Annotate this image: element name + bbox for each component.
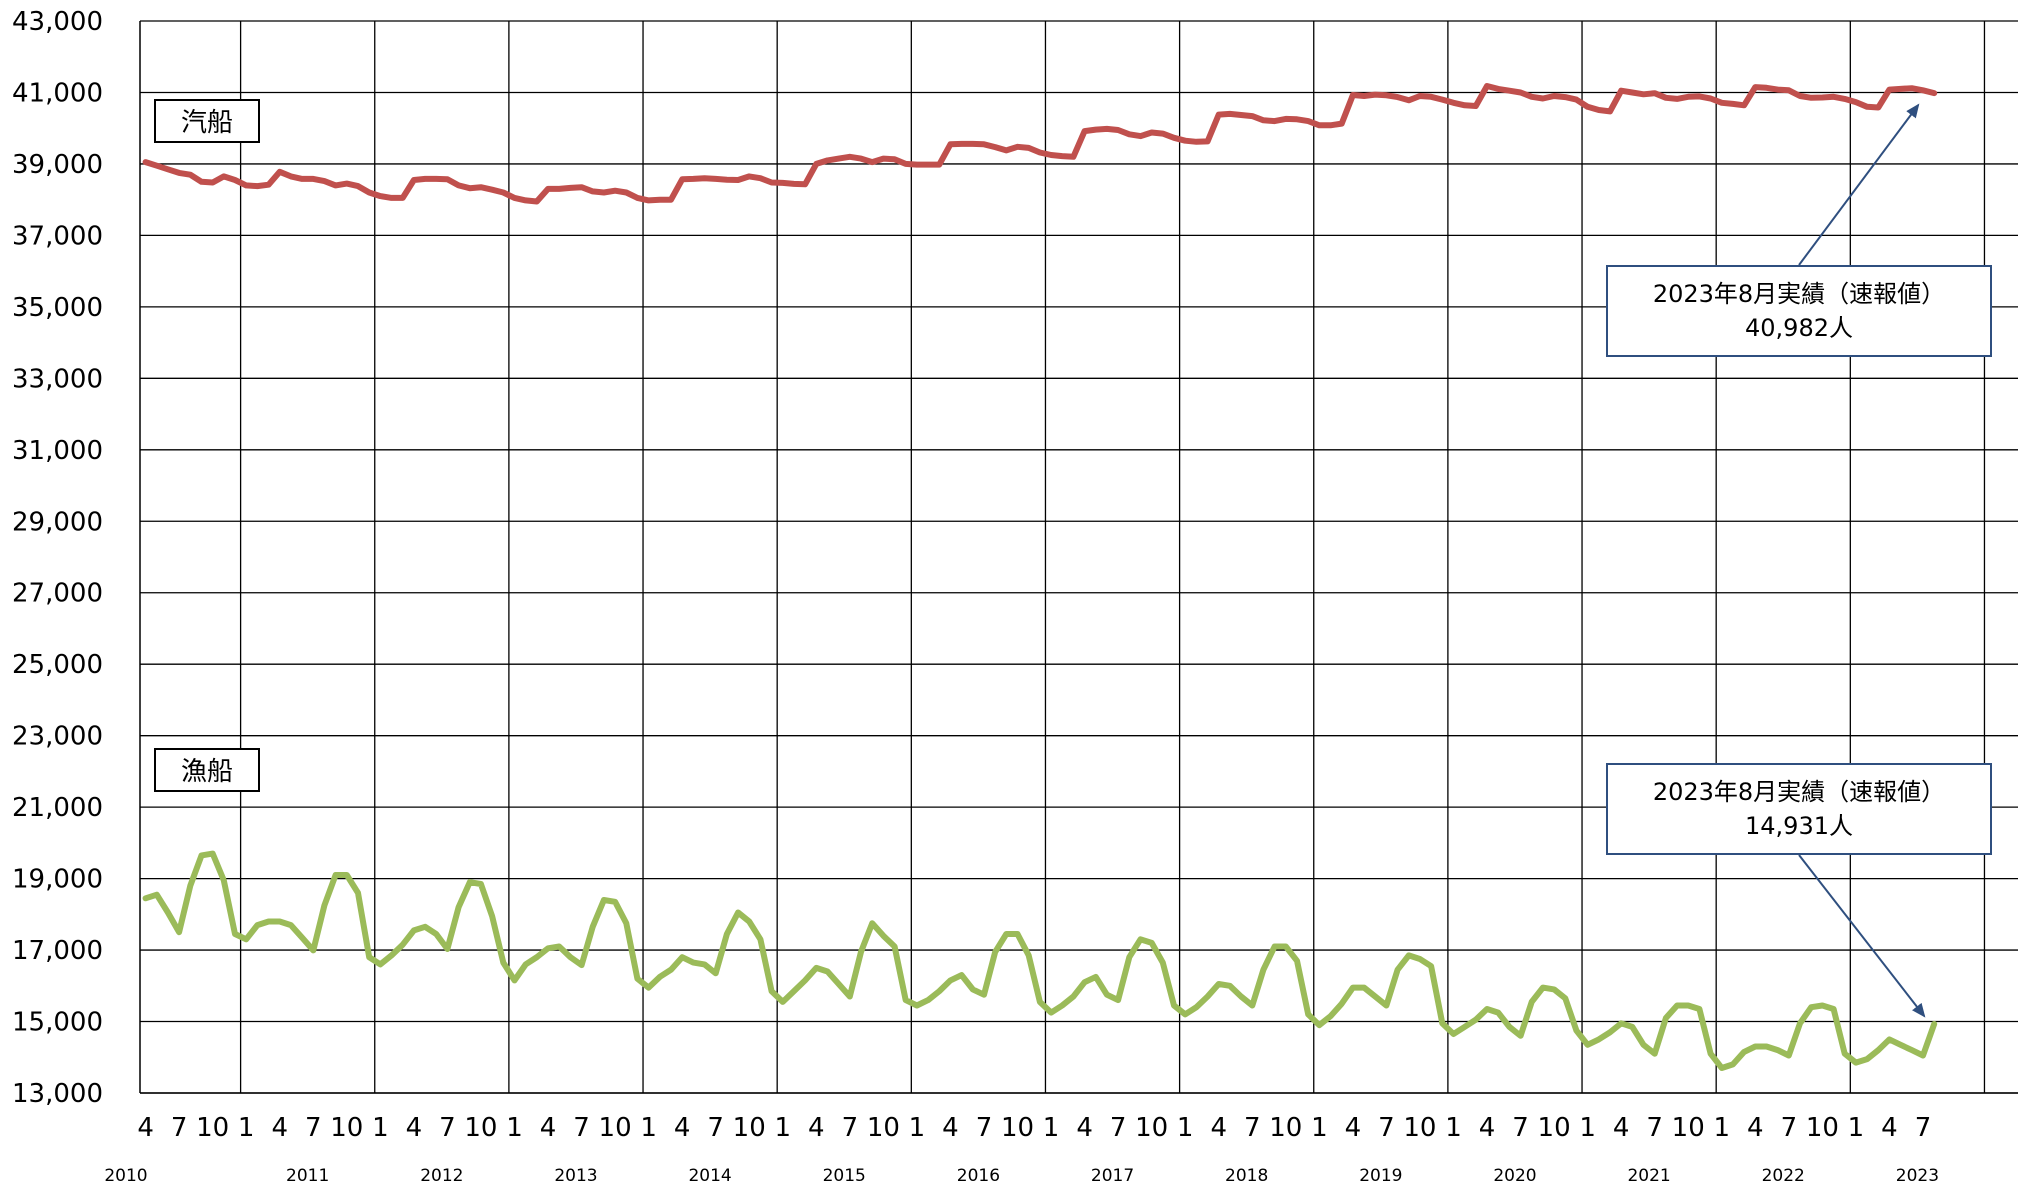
x-tick-label: 7	[305, 1113, 322, 1143]
x-tick-label: 7	[1378, 1113, 1395, 1143]
annotation-kisen-line2: 40,982人	[1745, 314, 1853, 342]
y-tick-label: 13,000	[12, 1079, 103, 1109]
x-tick-label: 10	[1672, 1113, 1705, 1143]
y-tick-label: 23,000	[12, 722, 103, 752]
x-tick-label: 10	[733, 1113, 766, 1143]
year-label: 2023	[1896, 1166, 1939, 1186]
x-tick-label: 10	[1269, 1113, 1302, 1143]
x-tick-label: 4	[942, 1113, 959, 1143]
x-tick-label: 7	[1512, 1113, 1529, 1143]
x-tick-label: 1	[506, 1113, 523, 1143]
annotation-kisen: 2023年8月実績（速報値） 40,982人	[1606, 265, 1992, 357]
y-tick-label: 15,000	[12, 1008, 103, 1038]
x-tick-label: 1	[1177, 1113, 1194, 1143]
x-tick-label: 4	[674, 1113, 691, 1143]
annotation-arrow-gyosen	[1798, 854, 1926, 1018]
series-label-gyosen: 漁船	[154, 748, 260, 792]
x-tick-label: 4	[1613, 1113, 1630, 1143]
x-tick-label: 7	[1915, 1113, 1932, 1143]
year-label: 2012	[420, 1166, 463, 1186]
x-tick-label: 4	[1881, 1113, 1898, 1143]
x-tick-label: 4	[137, 1113, 154, 1143]
y-tick-label: 17,000	[12, 936, 103, 966]
x-tick-label: 4	[808, 1113, 825, 1143]
year-label: 2022	[1762, 1166, 1805, 1186]
x-tick-label: 1	[238, 1113, 255, 1143]
annotation-arrow-kisen	[1798, 103, 1920, 266]
x-tick-label: 10	[464, 1113, 497, 1143]
x-tick-label: 4	[271, 1113, 288, 1143]
year-label: 2020	[1493, 1166, 1536, 1186]
x-tick-label: 4	[540, 1113, 557, 1143]
x-tick-label: 7	[573, 1113, 590, 1143]
x-tick-label: 10	[599, 1113, 632, 1143]
x-tick-label: 10	[1135, 1113, 1168, 1143]
x-tick-label: 4	[1210, 1113, 1227, 1143]
x-tick-label: 1	[1445, 1113, 1462, 1143]
y-tick-label: 19,000	[12, 865, 103, 895]
year-label: 2019	[1359, 1166, 1402, 1186]
year-label: 2016	[957, 1166, 1000, 1186]
x-tick-label: 4	[406, 1113, 423, 1143]
x-tick-label: 10	[867, 1113, 900, 1143]
x-tick-label: 1	[1713, 1113, 1730, 1143]
x-tick-label: 7	[1646, 1113, 1663, 1143]
x-tick-label: 1	[640, 1113, 657, 1143]
year-label: 2017	[1091, 1166, 1134, 1186]
y-tick-label: 37,000	[12, 221, 103, 251]
x-tick-label: 10	[1538, 1113, 1571, 1143]
x-tick-label: 7	[842, 1113, 859, 1143]
x-tick-label: 4	[1076, 1113, 1093, 1143]
year-label: 2011	[286, 1166, 329, 1186]
year-label: 2014	[688, 1166, 731, 1186]
x-tick-label: 10	[1806, 1113, 1839, 1143]
x-tick-label: 1	[372, 1113, 389, 1143]
x-tick-label: 1	[1579, 1113, 1596, 1143]
series-label-kisen: 汽船	[154, 99, 260, 143]
x-tick-label: 10	[1001, 1113, 1034, 1143]
annotation-gyosen-line1: 2023年8月実績（速報値）	[1652, 778, 1946, 806]
y-tick-label: 43,000	[12, 7, 103, 37]
x-tick-label: 7	[1781, 1113, 1798, 1143]
series-line-0	[142, 83, 1938, 205]
y-tick-label: 35,000	[12, 293, 103, 323]
y-tick-label: 21,000	[12, 793, 103, 823]
y-tick-label: 39,000	[12, 150, 103, 180]
y-tick-label: 33,000	[12, 364, 103, 394]
x-tick-label: 7	[439, 1113, 456, 1143]
y-tick-label: 31,000	[12, 436, 103, 466]
year-label: 2010	[104, 1166, 147, 1186]
x-tick-label: 1	[1043, 1113, 1060, 1143]
x-tick-label: 1	[909, 1113, 926, 1143]
x-tick-label: 7	[1244, 1113, 1261, 1143]
x-tick-label: 4	[1345, 1113, 1362, 1143]
year-label: 2015	[823, 1166, 866, 1186]
y-tick-label: 27,000	[12, 579, 103, 609]
x-tick-label: 10	[330, 1113, 363, 1143]
x-tick-label: 7	[1110, 1113, 1127, 1143]
year-label: 2021	[1627, 1166, 1670, 1186]
x-tick-label: 1	[774, 1113, 791, 1143]
x-tick-label: 4	[1747, 1113, 1764, 1143]
series-line-1	[142, 850, 1938, 1071]
y-tick-label: 25,000	[12, 650, 103, 680]
x-tick-label: 10	[196, 1113, 229, 1143]
annotation-gyosen: 2023年8月実績（速報値） 14,931人	[1606, 763, 1992, 855]
x-tick-label: 10	[1403, 1113, 1436, 1143]
x-tick-label: 4	[1479, 1113, 1496, 1143]
x-tick-label: 1	[1848, 1113, 1865, 1143]
x-tick-label: 7	[171, 1113, 188, 1143]
x-tick-label: 7	[976, 1113, 993, 1143]
y-tick-label: 41,000	[12, 78, 103, 108]
x-tick-label: 7	[707, 1113, 724, 1143]
x-tick-label: 1	[1311, 1113, 1328, 1143]
year-label: 2018	[1225, 1166, 1268, 1186]
year-label: 2013	[554, 1166, 597, 1186]
y-tick-label: 29,000	[12, 507, 103, 537]
annotation-gyosen-line2: 14,931人	[1745, 812, 1853, 840]
annotation-kisen-line1: 2023年8月実績（速報値）	[1652, 280, 1946, 308]
